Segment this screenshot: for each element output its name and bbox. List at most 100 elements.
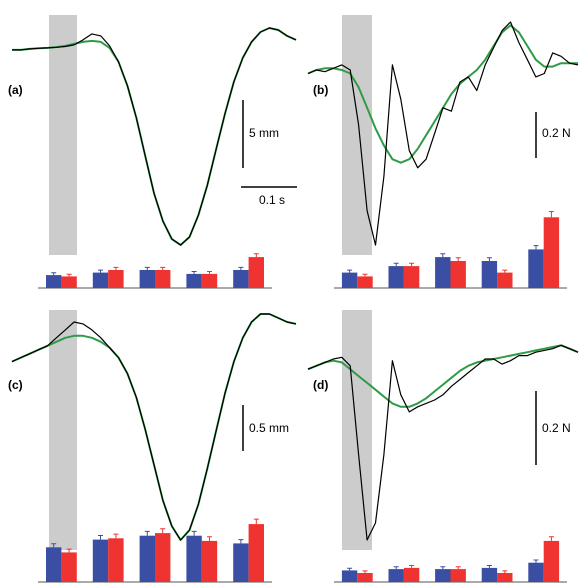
error-bar [548,211,554,218]
bar-red [61,276,77,288]
bar-red [61,552,77,582]
error-bar [409,262,415,267]
error-bar [160,528,166,534]
bar-blue [46,275,62,288]
bar-blue [388,266,404,288]
bar-blue [186,535,202,582]
scale-label-y: 0.5 mm [249,421,289,435]
trace-layer [11,313,297,541]
bar-blue [528,249,544,288]
error-bar [253,518,259,525]
error-bar [362,273,368,277]
bar-red [108,538,124,582]
bar-blue [435,569,451,582]
scale-label-y: 5 mm [249,126,279,140]
bar-blue [46,547,62,582]
panel-label: (d) [313,378,328,392]
error-bar [144,530,150,536]
bar-blue [435,257,451,288]
error-bar [347,269,353,273]
recorded-trace [307,344,579,541]
error-bar [98,535,103,540]
error-bar [502,570,508,573]
panel-b: (b) 0.2 N [307,15,579,289]
recorded-trace [12,27,297,246]
bar-blue [341,272,358,288]
bar-blue [388,569,404,582]
error-bar [98,269,103,273]
bar-red [357,573,373,582]
recorded-trace [307,21,579,246]
error-bar [486,257,492,261]
error-bar [347,567,353,571]
bar-red [108,270,124,288]
bar-group [38,518,272,583]
error-bar [144,266,150,270]
stimulus-shade [49,15,77,255]
error-bar [409,565,415,568]
bar-red [357,276,373,288]
bar-blue [92,539,109,582]
bar-red [403,567,420,582]
bar-blue [186,273,202,288]
bar-red [248,257,264,288]
bar-red [248,524,264,582]
error-bar [455,566,461,570]
bar-red [155,533,171,582]
scale-label-x: 0.1 s [259,193,285,207]
bar-red [543,217,560,288]
bar-blue [139,270,155,288]
bar-red [450,261,466,288]
fitted-trace [307,344,579,408]
error-bar [160,266,166,270]
bar-blue [233,543,249,582]
panel-a: (a) 5 mm 0.1 s [8,15,297,289]
scale-label-y: 0.2 N [542,126,571,140]
trace-layer [12,27,297,246]
bar-blue [528,562,544,582]
bar-blue [92,272,109,288]
bar-red [155,270,171,288]
stimulus-shade [49,310,77,550]
error-bar [51,272,57,276]
error-bar [66,273,72,277]
bar-blue [481,567,498,582]
error-bar [533,559,539,563]
error-bar [113,266,119,270]
stimulus-shade [342,15,372,255]
trace-layer [307,21,579,246]
bar-blue [233,270,249,288]
stimulus-shade [342,310,372,550]
bar-red [497,272,513,288]
error-bar [207,271,212,274]
bar-red [201,540,218,582]
error-bar [393,566,399,570]
bar-red [403,266,420,288]
error-bar [455,257,461,261]
bar-red [497,573,513,582]
error-bar [502,269,508,273]
bar-red [543,540,560,582]
error-bar [533,245,539,250]
bar-group [334,536,567,583]
error-bar [113,533,119,539]
error-bar [191,530,197,536]
panel-label: (c) [8,378,23,392]
panel-label: (b) [313,83,328,97]
error-bar [440,566,446,570]
trace-layer [307,344,579,541]
error-bar [393,262,399,267]
error-bar [238,266,244,270]
bar-group [38,253,272,289]
scale-label-y: 0.2 N [542,421,571,435]
error-bar [253,253,259,258]
bar-red [201,273,218,288]
error-bar [362,570,368,573]
error-bar [191,271,197,274]
error-bar [440,253,446,258]
panel-c: (c) 0.5 mm [8,310,297,583]
error-bar [207,536,212,541]
error-bar [548,536,554,541]
recorded-trace [11,313,297,541]
